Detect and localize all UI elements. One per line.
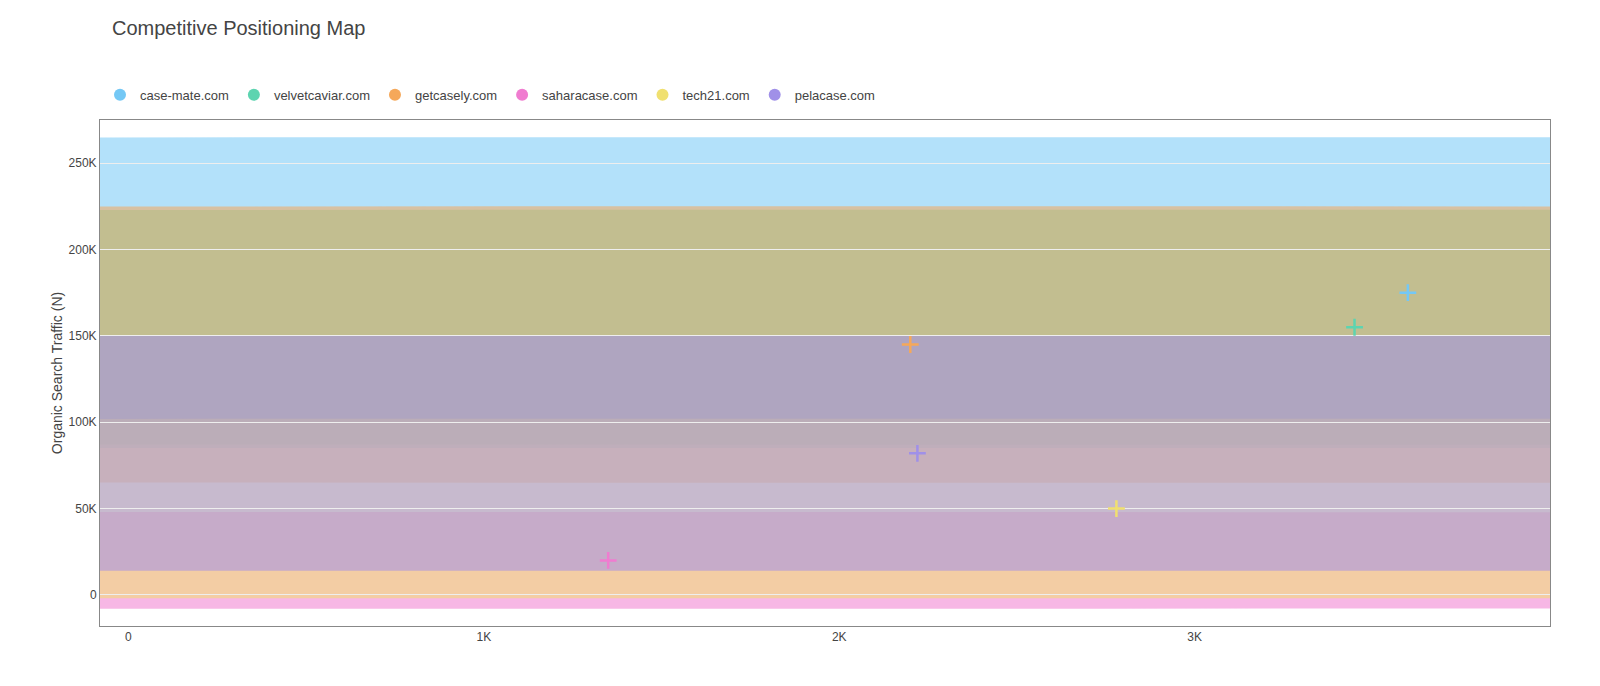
svg-text:250K: 250K	[69, 156, 97, 170]
svg-text:Competitive Positioning Map: Competitive Positioning Map	[112, 17, 365, 39]
svg-text:0: 0	[125, 630, 132, 644]
svg-text:case-mate.com: case-mate.com	[140, 88, 229, 103]
svg-text:getcasely.com: getcasely.com	[415, 88, 497, 103]
svg-text:saharacase.com: saharacase.com	[542, 88, 637, 103]
svg-text:pelacase.com: pelacase.com	[795, 88, 875, 103]
svg-text:0: 0	[90, 588, 97, 602]
svg-text:100K: 100K	[69, 415, 97, 429]
svg-text:tech21.com: tech21.com	[683, 88, 750, 103]
svg-text:Organic Search Traffic (N): Organic Search Traffic (N)	[49, 292, 65, 454]
svg-text:3K: 3K	[1187, 630, 1202, 644]
svg-text:50K: 50K	[75, 502, 96, 516]
svg-text:200K: 200K	[69, 243, 97, 257]
svg-text:150K: 150K	[69, 329, 97, 343]
svg-text:velvetcaviar.com: velvetcaviar.com	[274, 88, 370, 103]
svg-text:1K: 1K	[476, 630, 491, 644]
svg-text:2K: 2K	[832, 630, 847, 644]
